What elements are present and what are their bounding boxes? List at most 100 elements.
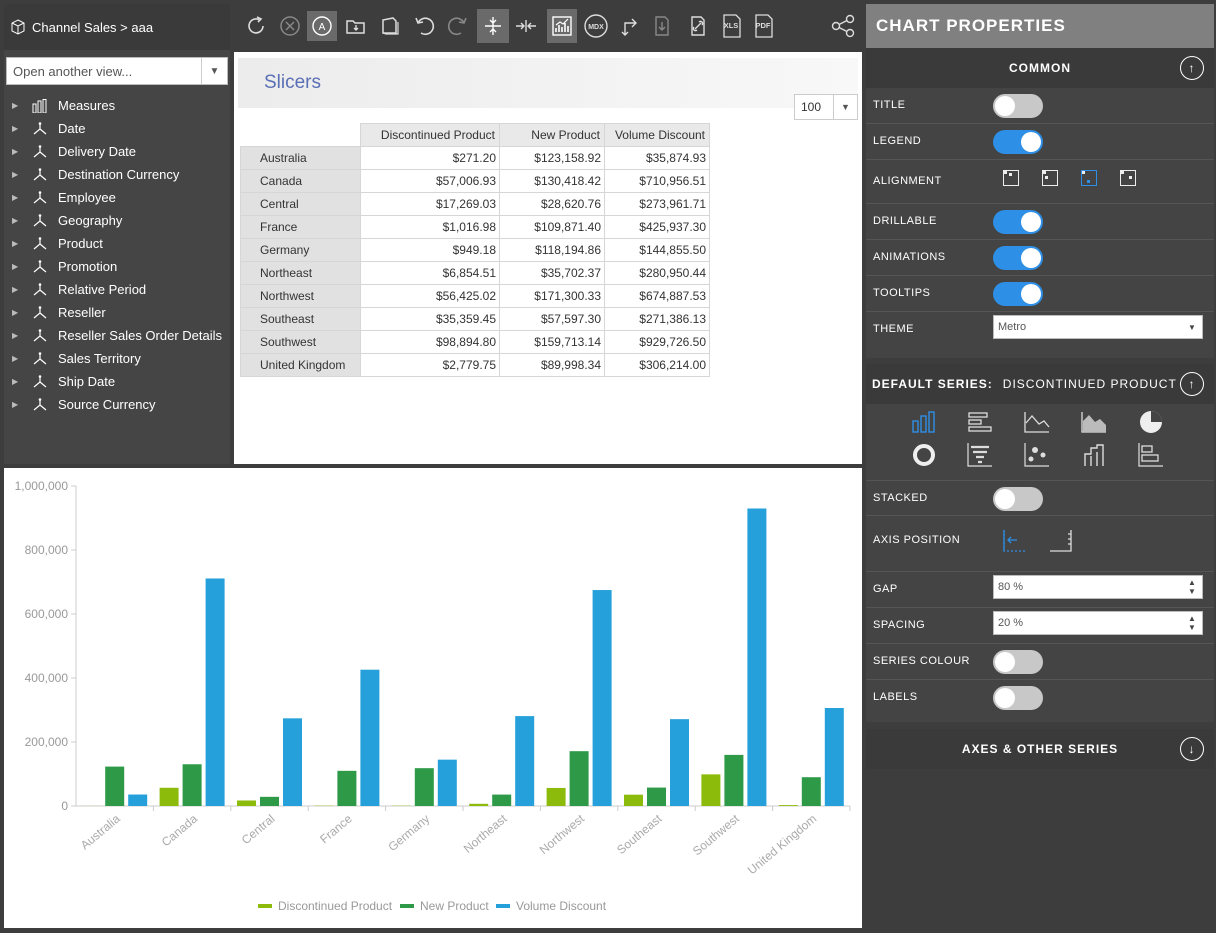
table-cell[interactable]: $35,702.37: [500, 262, 605, 285]
row-header[interactable]: Germany: [241, 239, 361, 262]
row-header[interactable]: Northeast: [241, 262, 361, 285]
table-cell[interactable]: $109,871.40: [500, 216, 605, 239]
refresh-icon[interactable]: [241, 11, 271, 41]
dimension-item[interactable]: ▶Delivery Date: [4, 140, 230, 163]
table-cell[interactable]: $159,713.14: [500, 331, 605, 354]
dimension-item[interactable]: ▶Ship Date: [4, 370, 230, 393]
common-section-header[interactable]: COMMON ↑: [866, 48, 1214, 88]
line-chart-icon[interactable]: [1024, 409, 1050, 435]
row-header[interactable]: Northwest: [241, 285, 361, 308]
mdx-icon[interactable]: MDX: [581, 11, 611, 41]
dimension-item[interactable]: ▶Product: [4, 232, 230, 255]
table-cell[interactable]: $123,158.92: [500, 147, 605, 170]
expand-arrow-icon[interactable]: ▶: [12, 400, 20, 409]
dimension-item[interactable]: ▶Source Currency: [4, 393, 230, 416]
table-cell[interactable]: $98,894.80: [361, 331, 500, 354]
align-bottom-icon[interactable]: [1081, 170, 1097, 186]
animations-toggle[interactable]: [993, 246, 1043, 270]
table-cell[interactable]: $17,269.03: [361, 193, 500, 216]
expand-arrow-icon[interactable]: ▶: [12, 308, 20, 317]
dimension-item[interactable]: ▶Measures: [4, 94, 230, 117]
table-cell[interactable]: $57,006.93: [361, 170, 500, 193]
expand-arrow-icon[interactable]: ▶: [12, 216, 20, 225]
table-cell[interactable]: $306,214.00: [605, 354, 710, 377]
dimension-item[interactable]: ▶Relative Period: [4, 278, 230, 301]
table-cell[interactable]: $35,359.45: [361, 308, 500, 331]
table-cell[interactable]: $674,887.53: [605, 285, 710, 308]
axis-right-icon[interactable]: [1048, 528, 1074, 554]
funnel-chart-icon[interactable]: [967, 442, 993, 468]
step-chart-icon[interactable]: [1081, 442, 1107, 468]
table-cell[interactable]: $929,726.50: [605, 331, 710, 354]
spacing-stepper[interactable]: 20 % ▲▼: [993, 611, 1203, 635]
table-cell[interactable]: $280,950.44: [605, 262, 710, 285]
doughnut-chart-icon[interactable]: [911, 442, 937, 468]
table-cell[interactable]: $57,597.30: [500, 308, 605, 331]
table-cell[interactable]: $2,779.75: [361, 354, 500, 377]
breadcrumb-text[interactable]: Channel Sales > aaa: [32, 20, 153, 35]
table-cell[interactable]: $35,874.93: [605, 147, 710, 170]
labels-toggle[interactable]: [993, 686, 1043, 710]
area-chart-icon[interactable]: [1081, 409, 1107, 435]
dimension-item[interactable]: ▶Promotion: [4, 255, 230, 278]
align-left-icon[interactable]: [1042, 170, 1058, 186]
save-icon[interactable]: [375, 11, 405, 41]
table-cell[interactable]: $271.20: [361, 147, 500, 170]
drill-through-icon[interactable]: [615, 11, 645, 41]
dimension-item[interactable]: ▶Destination Currency: [4, 163, 230, 186]
row-header[interactable]: Australia: [241, 147, 361, 170]
expand-arrow-icon[interactable]: ▶: [12, 239, 20, 248]
table-cell[interactable]: $130,418.42: [500, 170, 605, 193]
pdf-icon[interactable]: PDF: [749, 11, 779, 41]
theme-select[interactable]: Metro ▼: [993, 315, 1203, 339]
column-header[interactable]: New Product: [500, 124, 605, 147]
row-header[interactable]: Central: [241, 193, 361, 216]
drillable-toggle[interactable]: [993, 210, 1043, 234]
expand-vertical-icon[interactable]: [477, 9, 509, 43]
open-view-select[interactable]: Open another view... ▼: [6, 57, 228, 85]
table-cell[interactable]: $6,854.51: [361, 262, 500, 285]
table-cell[interactable]: $118,194.86: [500, 239, 605, 262]
series-section-header[interactable]: DEFAULT SERIES: DISCONTINUED PRODUCT ↑: [866, 364, 1214, 404]
tooltips-toggle[interactable]: [993, 282, 1043, 306]
table-cell[interactable]: $949.18: [361, 239, 500, 262]
table-cell[interactable]: $273,961.71: [605, 193, 710, 216]
cancel-icon[interactable]: [275, 11, 305, 41]
collapse-up-icon[interactable]: ↑: [1180, 372, 1204, 396]
expand-arrow-icon[interactable]: ▶: [12, 331, 20, 340]
table-cell[interactable]: $28,620.76: [500, 193, 605, 216]
column-header[interactable]: Discontinued Product: [361, 124, 500, 147]
row-header[interactable]: France: [241, 216, 361, 239]
chevron-down-icon[interactable]: ▼: [833, 95, 857, 119]
redo-icon[interactable]: [443, 11, 473, 41]
title-toggle[interactable]: [993, 94, 1043, 118]
align-top-icon[interactable]: [1003, 170, 1019, 186]
chevron-down-icon[interactable]: ▼: [201, 58, 227, 84]
chart-toggle-icon[interactable]: [547, 9, 577, 43]
dimension-item[interactable]: ▶Employee: [4, 186, 230, 209]
open-folder-icon[interactable]: [341, 11, 371, 41]
gap-stepper[interactable]: 80 % ▲▼: [993, 575, 1203, 599]
table-cell[interactable]: $710,956.51: [605, 170, 710, 193]
expand-arrow-icon[interactable]: ▶: [12, 147, 20, 156]
table-cell[interactable]: $56,425.02: [361, 285, 500, 308]
table-cell[interactable]: $1,016.98: [361, 216, 500, 239]
axes-section-header[interactable]: AXES & OTHER SERIES ↓: [866, 729, 1214, 769]
series-colour-toggle[interactable]: [993, 650, 1043, 674]
collapse-horizontal-icon[interactable]: [511, 11, 541, 41]
align-right-icon[interactable]: [1120, 170, 1136, 186]
gantt-chart-icon[interactable]: [1138, 442, 1164, 468]
auto-execute-icon[interactable]: A: [307, 11, 337, 41]
row-header[interactable]: Canada: [241, 170, 361, 193]
table-cell[interactable]: $144,855.50: [605, 239, 710, 262]
share-icon[interactable]: [828, 11, 858, 41]
row-header[interactable]: Southeast: [241, 308, 361, 331]
table-cell[interactable]: $425,937.30: [605, 216, 710, 239]
expand-arrow-icon[interactable]: ▶: [12, 193, 20, 202]
link-icon[interactable]: [683, 11, 713, 41]
expand-arrow-icon[interactable]: ▶: [12, 285, 20, 294]
legend-toggle[interactable]: [993, 130, 1043, 154]
bar-chart-icon[interactable]: [967, 409, 993, 435]
undo-icon[interactable]: [409, 11, 439, 41]
row-header[interactable]: United Kingdom: [241, 354, 361, 377]
